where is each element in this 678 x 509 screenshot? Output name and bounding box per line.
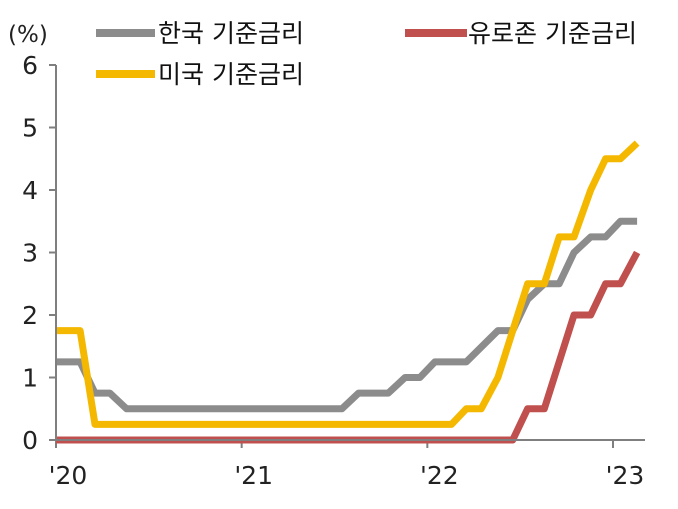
x-tick-label: '23 [606,461,645,490]
y-axis-ticks: 0 1 2 3 4 5 6 [22,51,56,455]
series-line-0 [56,217,638,413]
series-line-1 [56,250,641,444]
x-tick-label: '22 [420,461,459,490]
legend-label: 미국 기준금리 [158,60,304,89]
x-tick-label: '21 [234,461,273,490]
y-tick-label: 3 [22,239,38,268]
series-line-2 [56,140,640,428]
y-tick-label: 0 [22,426,38,455]
legend-label: 유로존 기준금리 [468,19,637,48]
legend-label: 한국 기준금리 [158,19,304,48]
y-tick-label: 1 [22,364,38,393]
y-tick-label: 5 [22,114,38,143]
x-axis-ticks: '20 '21 '22 '23 [49,440,645,490]
x-tick-label: '20 [49,461,88,490]
series-layer [56,140,641,444]
y-tick-label: 4 [22,176,38,205]
y-tick-label: 6 [22,51,38,80]
y-tick-label: 2 [22,301,38,330]
y-unit-label: (%) [8,22,48,48]
